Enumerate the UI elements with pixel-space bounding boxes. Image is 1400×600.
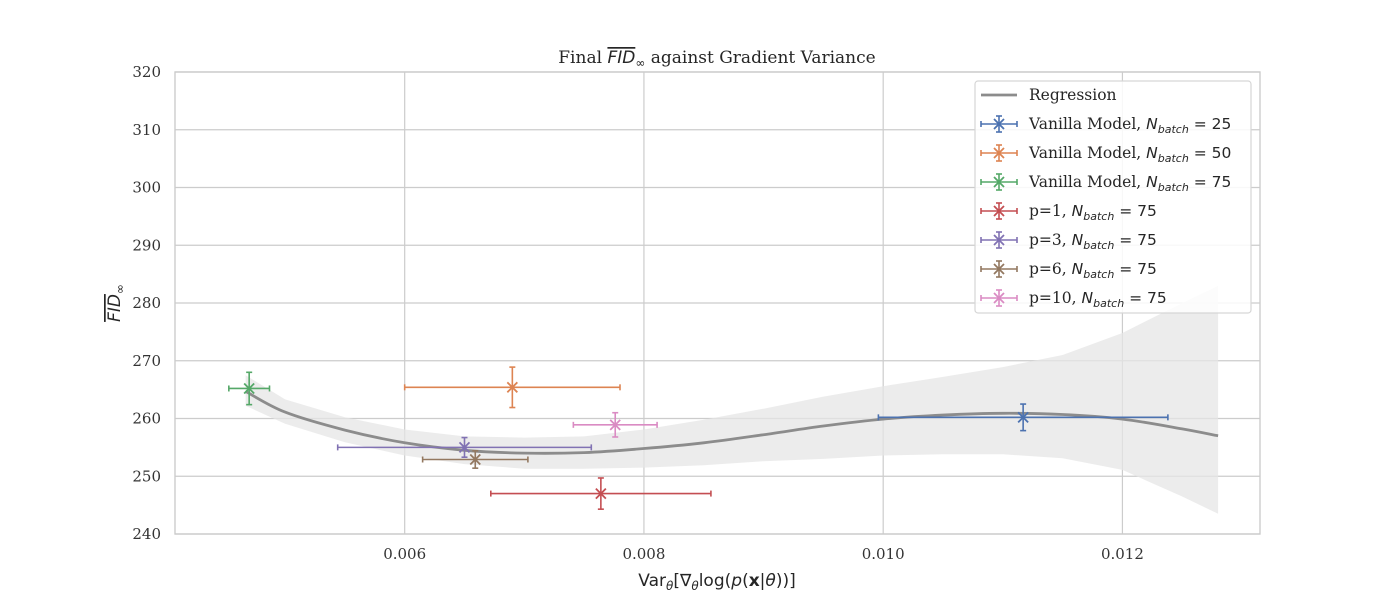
legend-label-2: Vanilla Model, Nbatch = 50 <box>1028 144 1231 165</box>
legend-item-6: p=6, Nbatch = 75 <box>980 260 1157 281</box>
confidence-band <box>245 285 1219 514</box>
series-point-2 <box>403 366 621 409</box>
series-point-5 <box>336 436 593 458</box>
legend-label-5: p=3, Nbatch = 75 <box>1029 231 1157 252</box>
legend: Regression Vanilla Model, Nbatch = 25 Vani… <box>974 80 1252 314</box>
series-point-1 <box>877 403 1169 432</box>
plot-frame <box>174 71 1261 535</box>
legend-item-regression: Regression <box>981 86 1117 104</box>
title-infinity: ∞ <box>635 56 645 70</box>
x-axis-label: Varθ[∇θlog(p(x|θ))] <box>638 571 795 593</box>
tick-labels: 0.006 0.008 0.010 0.012 240 250 260 270 280 290 30… <box>132 63 1144 563</box>
data-points <box>228 366 1169 510</box>
y-tick-label: 250 <box>132 467 161 485</box>
legend-box <box>974 80 1252 314</box>
legend-label-7: p=10, Nbatch = 75 <box>1029 289 1167 310</box>
legend-item-5: p=3, Nbatch = 75 <box>980 231 1157 252</box>
title-suffix: against Gradient Variance <box>645 48 875 68</box>
x-tick-label: 0.010 <box>862 545 905 563</box>
legend-label-4: p=1, Nbatch = 75 <box>1029 202 1157 223</box>
y-tick-label: 290 <box>132 236 161 254</box>
legend-item-1: Vanilla Model, Nbatch = 25 <box>980 115 1231 136</box>
legend-label-6: p=6, Nbatch = 75 <box>1029 260 1157 281</box>
legend-item-4: p=1, Nbatch = 75 <box>980 202 1157 223</box>
series-point-6 <box>421 450 529 469</box>
legend-label-1: Vanilla Model, Nbatch = 25 <box>1028 115 1231 136</box>
regression-curve <box>244 390 1219 455</box>
series-point-4 <box>490 477 712 510</box>
y-tick-label: 270 <box>132 352 161 370</box>
legend-label-regression: Regression <box>1029 86 1117 104</box>
x-tick-label: 0.006 <box>383 545 426 563</box>
title-prefix: Final <box>558 48 607 68</box>
regression-ci-band <box>245 285 1219 514</box>
legend-item-2: Vanilla Model, Nbatch = 50 <box>980 144 1231 165</box>
legend-item-3: Vanilla Model, Nbatch = 75 <box>980 173 1231 194</box>
y-axis-label: FID∞ <box>105 284 127 322</box>
legend-item-7: p=10, Nbatch = 75 <box>980 289 1167 310</box>
chart-title: Final FID∞ against Gradient Variance <box>558 48 875 70</box>
regression-line <box>244 390 1219 455</box>
y-tick-label: 240 <box>132 525 161 543</box>
x-tick-label: 0.008 <box>622 545 665 563</box>
y-tick-label: 300 <box>132 179 161 197</box>
title-fid: FID <box>607 48 635 68</box>
x-tick-label: 0.012 <box>1101 545 1144 563</box>
y-tick-label: 310 <box>132 121 161 139</box>
series-point-3 <box>228 371 271 406</box>
series-point-7 <box>572 411 658 438</box>
y-tick-label: 280 <box>132 294 161 312</box>
legend-label-3: Vanilla Model, Nbatch = 75 <box>1028 173 1231 194</box>
y-tick-label: 320 <box>132 63 161 81</box>
y-tick-label: 260 <box>132 410 161 428</box>
